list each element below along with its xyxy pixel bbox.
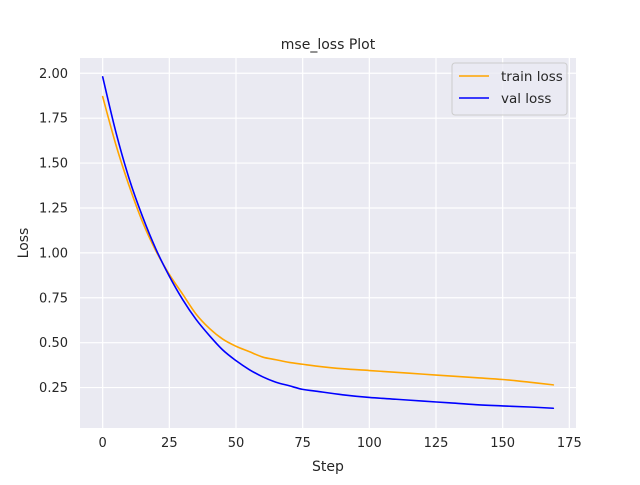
y-tick-label: 1.00: [39, 246, 68, 261]
y-tick-label: 0.25: [39, 381, 68, 396]
x-tick-label: 150: [490, 436, 515, 451]
val-loss-line: [101, 76, 555, 410]
grid-lines: [80, 58, 576, 428]
x-tick-label: 50: [228, 436, 245, 451]
x-tick-label: 100: [357, 436, 382, 451]
legend-val-loss-label: val loss: [501, 91, 551, 107]
x-tick-label: 25: [161, 436, 178, 451]
legend-train-loss-label: train loss: [501, 69, 563, 85]
x-tick-label: 175: [557, 436, 582, 451]
y-tick-label: 0.75: [39, 291, 68, 306]
x-tick-label: 0: [99, 436, 107, 451]
series-lines: [101, 76, 555, 410]
plot-area-background: [80, 58, 576, 428]
legend: train loss val loss: [451, 62, 568, 116]
chart-title: mse_loss Plot: [281, 37, 376, 53]
x-tick-label: 125: [424, 436, 449, 451]
y-axis-label: Loss: [16, 228, 32, 259]
y-tick-label: 1.50: [39, 157, 68, 172]
y-tick-label: 2.00: [39, 67, 68, 82]
x-axis-label: Step: [312, 459, 344, 475]
y-tick-label: 1.75: [39, 112, 68, 127]
tick-labels: 0 25 50 75 100 125 150 175 0.25 0.50 0.75 1.00 1.25 1…: [39, 67, 582, 451]
y-tick-label: 1.25: [39, 201, 68, 216]
y-tick-label: 0.50: [39, 336, 68, 351]
x-tick-label: 75: [294, 436, 311, 451]
